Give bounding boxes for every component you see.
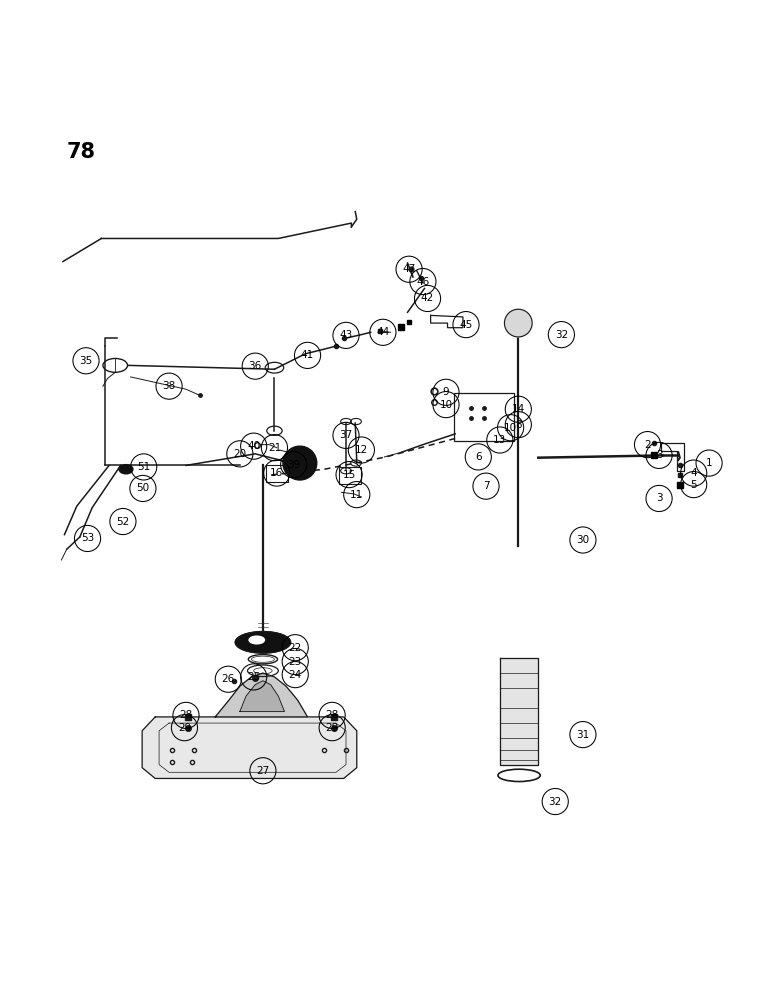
- Text: 4: 4: [690, 468, 697, 478]
- Ellipse shape: [249, 636, 265, 644]
- Text: 53: 53: [81, 533, 94, 543]
- Text: 10: 10: [504, 423, 517, 433]
- Text: 8: 8: [515, 420, 522, 430]
- Text: 78: 78: [66, 142, 96, 162]
- Text: 32: 32: [549, 797, 562, 807]
- Text: 47: 47: [402, 264, 415, 274]
- Text: 44: 44: [376, 327, 390, 337]
- Text: 35: 35: [80, 356, 93, 366]
- Text: 38: 38: [162, 381, 176, 391]
- Text: 52: 52: [117, 517, 130, 527]
- Text: 43: 43: [340, 330, 353, 340]
- Text: 50: 50: [137, 483, 150, 493]
- Text: 36: 36: [249, 361, 262, 371]
- Text: 2: 2: [644, 440, 651, 450]
- Polygon shape: [240, 681, 284, 712]
- Text: 3: 3: [655, 493, 662, 503]
- Text: 31: 31: [576, 730, 590, 740]
- Ellipse shape: [119, 465, 133, 474]
- Text: 23: 23: [289, 657, 302, 667]
- Text: 20: 20: [233, 449, 246, 459]
- Text: 6: 6: [475, 452, 482, 462]
- Text: 26: 26: [222, 674, 235, 684]
- Text: 51: 51: [137, 462, 151, 472]
- Text: 21: 21: [268, 443, 281, 453]
- Text: 32: 32: [555, 330, 568, 340]
- Text: 9: 9: [442, 387, 449, 397]
- Text: 45: 45: [459, 320, 472, 330]
- Text: 11: 11: [350, 490, 364, 500]
- Text: 15: 15: [343, 470, 356, 480]
- Text: 27: 27: [256, 766, 269, 776]
- Circle shape: [504, 309, 532, 337]
- Text: 10: 10: [439, 400, 452, 410]
- Text: 25: 25: [247, 672, 260, 682]
- Text: 46: 46: [416, 277, 429, 287]
- Text: 14: 14: [512, 404, 525, 414]
- Circle shape: [283, 446, 317, 480]
- Text: 42: 42: [421, 293, 434, 303]
- Text: 5: 5: [690, 480, 697, 490]
- Text: 29: 29: [326, 723, 339, 733]
- Text: 3: 3: [655, 450, 662, 460]
- Polygon shape: [499, 658, 538, 765]
- Polygon shape: [142, 717, 357, 778]
- Text: 41: 41: [301, 350, 314, 360]
- Text: 7: 7: [482, 481, 489, 491]
- Text: 39: 39: [287, 460, 300, 470]
- Text: 30: 30: [577, 535, 590, 545]
- Text: 13: 13: [493, 435, 506, 445]
- Text: 28: 28: [179, 710, 193, 720]
- Text: 28: 28: [326, 710, 339, 720]
- Text: 1: 1: [706, 458, 713, 468]
- Text: 24: 24: [289, 670, 302, 680]
- Text: 16: 16: [270, 468, 283, 478]
- Ellipse shape: [235, 632, 290, 653]
- Text: 37: 37: [340, 430, 353, 440]
- Text: 40: 40: [247, 441, 260, 451]
- Text: 29: 29: [178, 723, 191, 733]
- Text: 22: 22: [289, 643, 302, 653]
- Polygon shape: [215, 673, 307, 717]
- Text: 12: 12: [355, 445, 368, 455]
